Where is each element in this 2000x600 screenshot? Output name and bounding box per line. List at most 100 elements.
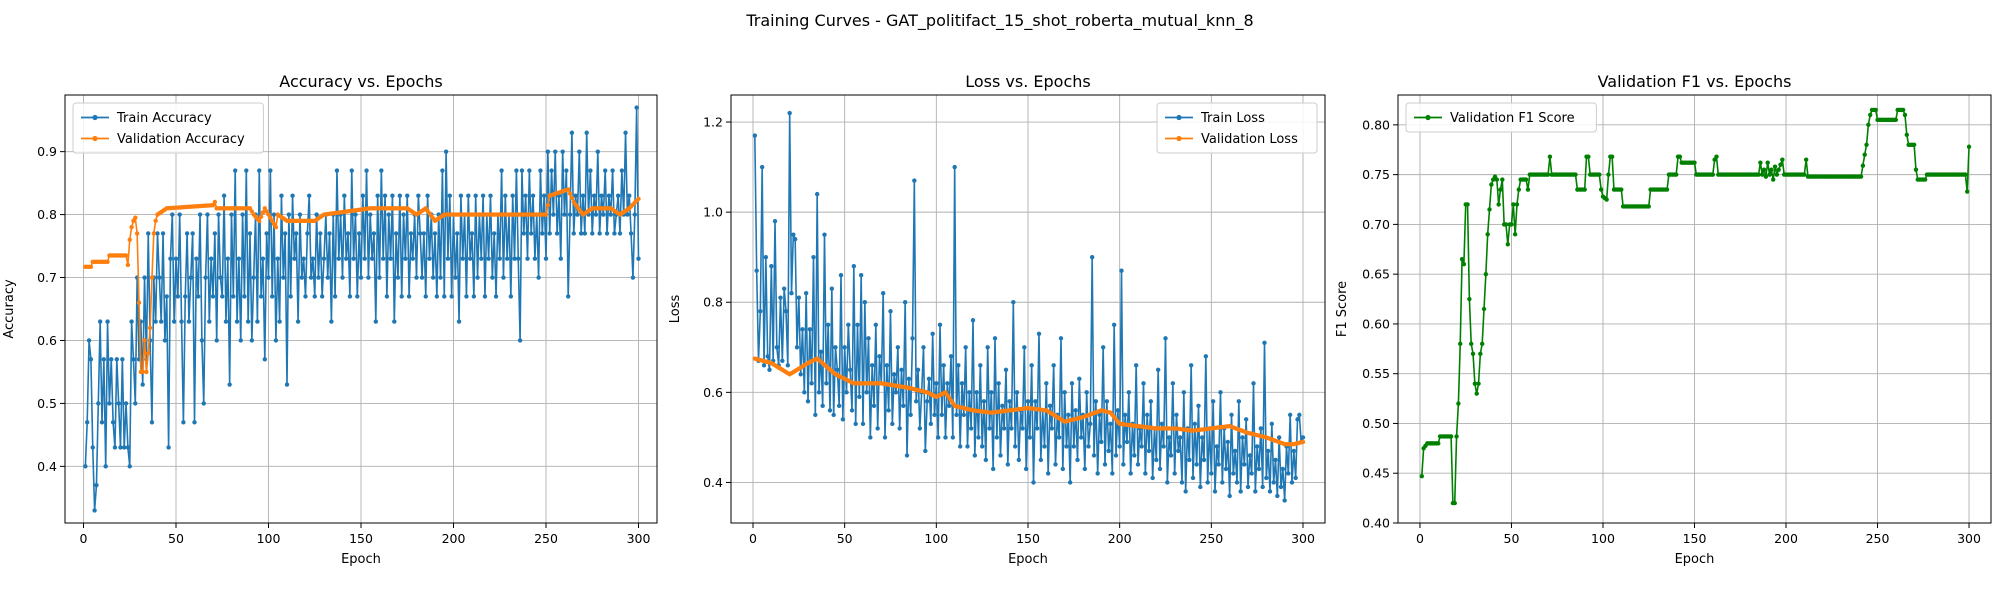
- chart-2-validation-f1-score-point-264: [1902, 112, 1908, 118]
- chart-1-x-tick-label-100: 100: [924, 531, 948, 546]
- chart-1-train-loss-point-12: [774, 345, 780, 350]
- chart-0-train-accuracy-point-215: [480, 193, 486, 198]
- chart-0-train-accuracy-point-82: [234, 319, 240, 324]
- chart-2-validation-f1-score-point-197: [1780, 157, 1785, 162]
- chart-0-train-accuracy-point-233: [514, 168, 519, 173]
- chart-1-train-loss-point-138: [1005, 462, 1011, 467]
- chart-1-train-loss-point-286: [1276, 435, 1282, 440]
- chart-1-train-loss-point-54: [851, 264, 857, 269]
- chart-0-train-accuracy-point-220: [490, 275, 495, 280]
- chart-2-x-tick-label-300: 300: [1957, 531, 1981, 546]
- chart-0-validation-accuracy-point-38: [153, 218, 158, 224]
- chart-0-train-accuracy-point-231: [510, 193, 515, 198]
- chart-0-train-accuracy-point-42: [160, 231, 166, 236]
- chart-1-train-loss-point-215: [1146, 448, 1152, 454]
- chart-1-train-loss-point-109: [952, 164, 957, 170]
- chart-1-train-loss-point-29: [805, 399, 811, 404]
- chart-2-y-tick-label-0.65: 0.65: [1362, 267, 1390, 282]
- chart-0-train-accuracy-point-74: [220, 294, 225, 299]
- chart-0-validation-accuracy-point-36: [149, 275, 155, 280]
- chart-2-validation-f1-score-point-242: [1862, 152, 1867, 157]
- chart-0-train-accuracy-point-177: [410, 256, 415, 261]
- chart-1-train-loss-point-7: [765, 354, 770, 359]
- chart-1-train-loss-point-198: [1115, 408, 1121, 413]
- chart-1-train-loss-point-219: [1154, 457, 1159, 463]
- chart-1-train-loss-point-278: [1262, 340, 1267, 345]
- chart-0-train-accuracy-point-296: [630, 275, 636, 280]
- chart-1-train-loss-point-52: [847, 367, 853, 373]
- chart-1-train-loss-point-177: [1077, 376, 1082, 382]
- chart-0-train-accuracy-point-107: [281, 275, 286, 280]
- chart-1-train-loss-point-201: [1121, 462, 1126, 467]
- chart-0-train-accuracy-point-290: [619, 168, 625, 173]
- chart-1-train-loss-point-123: [978, 363, 983, 368]
- chart-1-y-tick-label-1: 1.0: [703, 205, 723, 220]
- chart-1-y-tick-label-1.2: 1.2: [703, 115, 723, 130]
- chart-0-train-accuracy-point-151: [362, 256, 367, 261]
- chart-0-train-accuracy-point-222: [493, 294, 499, 299]
- chart-0-train-accuracy-point-247: [540, 231, 545, 236]
- chart-0-train-accuracy-point-161: [381, 256, 386, 261]
- chart-1-train-loss-point-284: [1273, 457, 1278, 463]
- chart-0-train-accuracy-line: [84, 106, 640, 512]
- chart-1-train-loss-point-92: [921, 345, 926, 350]
- chart-2-validation-f1-score-point-19: [1454, 434, 1459, 439]
- chart-0-train-accuracy-point-201: [455, 231, 460, 236]
- chart-0-train-accuracy-point-120: [305, 231, 310, 236]
- chart-0-validation-accuracy-point-35: [147, 325, 153, 331]
- chart-0-train-accuracy-point-250: [545, 149, 551, 154]
- chart-1-legend-label-validation-loss: Validation Loss: [1201, 132, 1298, 147]
- chart-1-train-loss-point-23: [794, 345, 800, 350]
- chart-2-legend-marker-validation-f1-score: [1425, 114, 1431, 121]
- chart-1-train-loss-point-122: [976, 435, 981, 440]
- chart-1-x-tick-label-150: 150: [1016, 531, 1040, 546]
- chart-0-train-accuracy-point-254: [553, 149, 558, 154]
- chart-0-train-accuracy-point-15: [110, 420, 116, 425]
- chart-0-train-accuracy-point-31: [140, 382, 145, 387]
- chart-0-train-accuracy-point-273: [588, 168, 593, 173]
- chart-2-x-tick-label-200: 200: [1774, 531, 1798, 546]
- chart-2-validation-f1-score-point-196: [1778, 162, 1783, 167]
- chart-0-train-accuracy-point-122: [308, 275, 314, 280]
- chart-1-train-loss-point-64: [869, 363, 875, 368]
- chart-1-train-loss-point-77: [893, 390, 899, 395]
- chart-0-train-accuracy-point-152: [364, 168, 369, 173]
- chart-1-train-loss-point-32: [811, 254, 816, 260]
- chart-1-train-loss-point-197: [1113, 453, 1119, 458]
- chart-1-train-loss-point-94: [924, 399, 930, 404]
- chart-0-train-accuracy-point-237: [521, 231, 526, 236]
- chart-0-train-accuracy-point-265: [573, 193, 578, 198]
- chart-0-train-accuracy-point-23: [125, 445, 131, 450]
- chart-0-train-accuracy-point-193: [440, 168, 445, 173]
- chart-1-train-loss-point-89: [915, 367, 921, 373]
- chart-1-train-loss-point-57: [857, 394, 862, 400]
- chart-0-train-accuracy-point-64: [201, 401, 206, 406]
- chart-1-y-tick-label-0.6: 0.6: [703, 385, 723, 400]
- chart-2-validation-f1-score-point-187: [1761, 167, 1767, 172]
- chart-1-train-loss-point-84: [906, 376, 912, 382]
- chart-0-train-accuracy-point-181: [418, 231, 423, 236]
- chart-2-legend-label-validation-f1-score: Validation F1 Score: [1450, 111, 1575, 126]
- chart-0-train-accuracy-point-132: [327, 231, 332, 236]
- chart-0-train-accuracy-point-188: [430, 275, 436, 280]
- chart-1-train-loss-point-116: [965, 444, 970, 449]
- chart-0-train-accuracy-point-140: [342, 193, 347, 198]
- chart-0-train-accuracy-point-14: [109, 357, 114, 362]
- chart-0-train-accuracy-point-129: [321, 256, 327, 261]
- chart-1-train-loss-point-101: [937, 322, 943, 327]
- chart-1-train-loss-point-221: [1157, 466, 1163, 472]
- chart-1-train-loss-point-258: [1225, 439, 1231, 445]
- chart-1-train-loss-point-254: [1218, 390, 1223, 395]
- chart-0-train-accuracy-point-113: [292, 256, 297, 261]
- chart-2-validation-f1-score-point-0: [1419, 474, 1424, 479]
- chart-1-train-loss-point-264: [1236, 399, 1242, 404]
- chart-1-train-loss-point-137: [1003, 367, 1009, 373]
- chart-0-train-accuracy-point-248: [541, 193, 547, 198]
- chart-0-train-accuracy-point-20: [120, 357, 125, 362]
- chart-0-train-accuracy-point-84: [238, 338, 243, 343]
- chart-2-y-axis-label: F1 Score: [1335, 281, 1350, 337]
- chart-0-train-accuracy-point-246: [538, 168, 543, 173]
- chart-1-train-loss-point-196: [1111, 322, 1117, 327]
- chart-1-train-loss-point-150: [1027, 435, 1033, 440]
- chart-2-validation-f1-score-point-259: [1893, 117, 1899, 123]
